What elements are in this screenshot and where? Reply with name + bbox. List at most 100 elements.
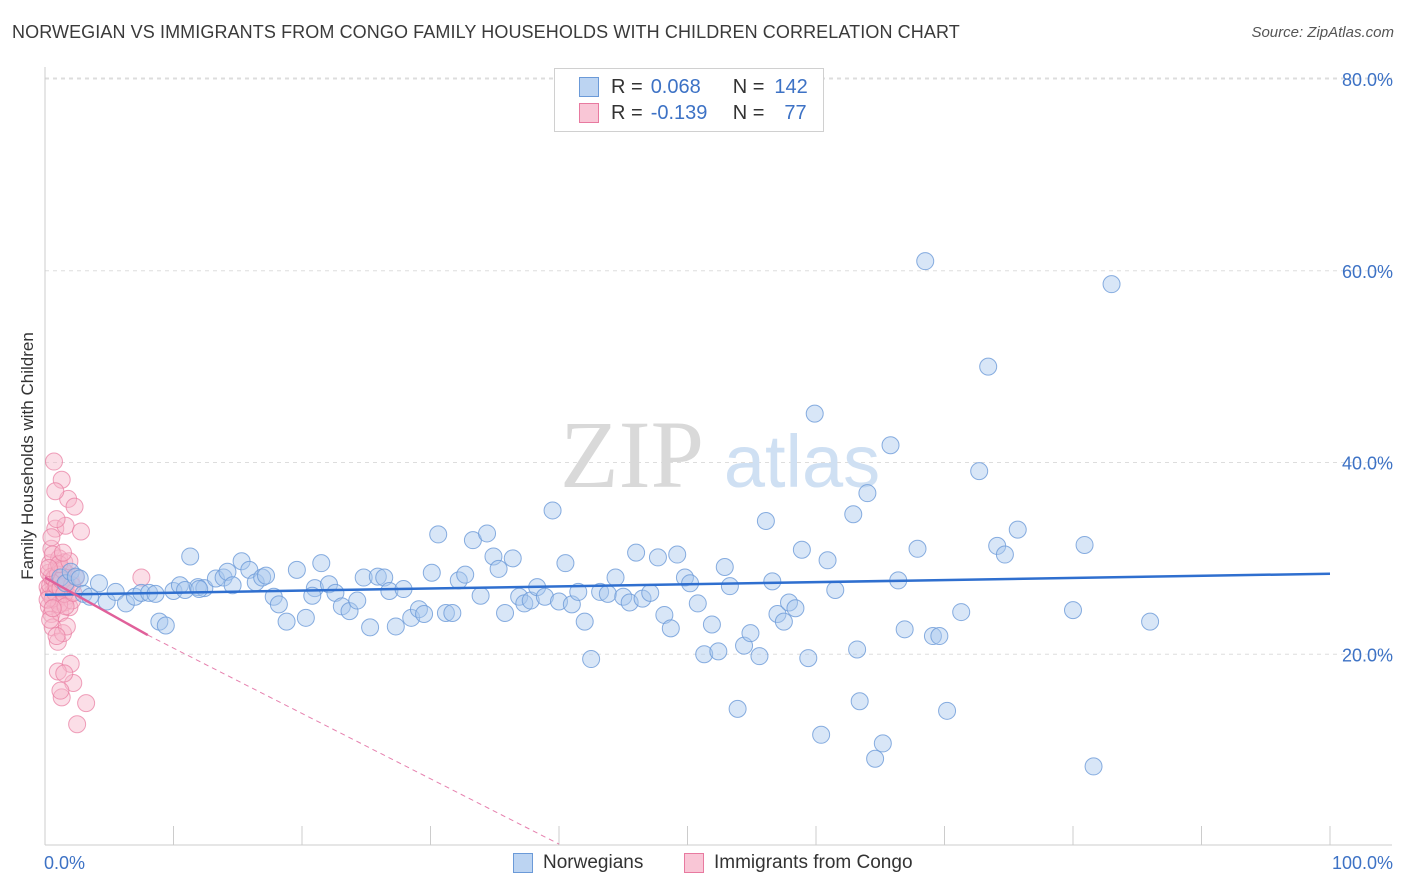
congo-point bbox=[42, 528, 61, 547]
congo-point bbox=[47, 627, 66, 646]
legend-row-norwegians: R = 0.068 N = 142 bbox=[579, 75, 808, 99]
norwegian-point bbox=[741, 624, 760, 643]
norwegian-point bbox=[348, 591, 367, 610]
norwegian-point bbox=[930, 627, 949, 646]
norwegian-point bbox=[269, 595, 288, 614]
norwegian-point bbox=[443, 604, 462, 623]
tick-labels: 20.0% 40.0% 60.0% 80.0% 0.0% 100.0% bbox=[44, 70, 1393, 873]
norwegian-point bbox=[340, 602, 359, 621]
norwegian-point bbox=[503, 549, 522, 568]
congo-trend-line bbox=[44, 576, 149, 637]
series-swatch-pink bbox=[684, 853, 704, 873]
congo-point bbox=[77, 694, 96, 713]
legend-swatch-blue bbox=[579, 77, 599, 97]
norwegian-point bbox=[386, 617, 405, 636]
norwegian-point bbox=[456, 565, 475, 584]
norwegian-point bbox=[598, 584, 617, 603]
norwegian-point bbox=[556, 554, 575, 573]
norwegian-point bbox=[702, 615, 721, 634]
congo-point bbox=[42, 604, 61, 623]
norwegian-point bbox=[709, 642, 728, 661]
norwegian-point bbox=[728, 699, 747, 718]
watermark-zip: ZIP bbox=[560, 401, 704, 508]
norwegian-point bbox=[799, 649, 818, 668]
legend-r-value: 0.068 bbox=[650, 75, 701, 98]
norwegian-point bbox=[415, 604, 434, 623]
norwegian-point bbox=[848, 640, 867, 659]
norwegian-point bbox=[1141, 612, 1160, 631]
congo-point bbox=[65, 497, 84, 516]
x-tick-label: 100.0% bbox=[1332, 853, 1393, 873]
series-legend-norwegians[interactable]: Norwegians bbox=[513, 852, 643, 874]
congo-point bbox=[39, 558, 58, 577]
congo-point bbox=[46, 519, 65, 538]
norwegian-point bbox=[688, 594, 707, 613]
norwegian-point bbox=[206, 569, 225, 588]
norwegian-point bbox=[535, 587, 554, 606]
norwegian-point bbox=[582, 650, 601, 669]
norwegian-point bbox=[750, 647, 769, 666]
norwegian-trend-line bbox=[44, 572, 1331, 597]
norwegian-point bbox=[257, 566, 276, 585]
chart-title: NORWEGIAN VS IMMIGRANTS FROM CONGO FAMIL… bbox=[12, 22, 960, 42]
norwegian-point bbox=[61, 562, 80, 581]
norwegian-point bbox=[606, 568, 625, 587]
norwegian-point bbox=[287, 560, 306, 579]
congo-trend-extension bbox=[147, 634, 560, 845]
source-label: Source: ZipAtlas.com bbox=[1251, 24, 1394, 41]
norwegian-point bbox=[296, 608, 315, 627]
norwegian-point bbox=[641, 583, 660, 602]
watermark-atlas: atlas bbox=[724, 420, 880, 503]
norwegian-point bbox=[106, 582, 125, 601]
series-legend-congo[interactable]: Immigrants from Congo bbox=[684, 852, 913, 874]
norwegian-point bbox=[774, 612, 793, 631]
y-tick-label: 40.0% bbox=[1342, 454, 1393, 474]
norwegian-point bbox=[792, 540, 811, 559]
congo-point bbox=[51, 681, 70, 700]
norwegian-point bbox=[695, 645, 714, 664]
norwegian-point bbox=[1064, 601, 1082, 620]
norwegian-point bbox=[569, 582, 588, 601]
watermark: ZIP atlas bbox=[560, 401, 880, 508]
norwegian-point bbox=[354, 568, 373, 587]
norwegian-point bbox=[471, 586, 490, 605]
trend-layer bbox=[44, 572, 1331, 845]
norwegian-point bbox=[429, 525, 448, 544]
norwegian-point bbox=[923, 627, 942, 646]
x-tick-label: 0.0% bbox=[44, 853, 85, 873]
norwegian-point bbox=[496, 604, 515, 623]
congo-point bbox=[53, 543, 72, 562]
legend-n-label: N = bbox=[732, 101, 765, 124]
legend-n-value: 77 bbox=[784, 101, 807, 124]
norwegian-point bbox=[70, 569, 89, 588]
norwegian-point bbox=[850, 692, 869, 711]
legend-swatch-pink bbox=[579, 103, 599, 123]
congo-point bbox=[52, 688, 71, 707]
norwegian-point bbox=[995, 545, 1014, 564]
norwegian-point bbox=[627, 543, 646, 562]
correlation-legend: R = 0.068 N = 142 R = -0.139 N = 77 bbox=[554, 68, 824, 132]
congo-point bbox=[43, 599, 62, 618]
norwegian-point bbox=[768, 604, 787, 623]
norwegian-point bbox=[575, 612, 594, 631]
norwegian-point bbox=[952, 603, 971, 622]
series-swatch-blue bbox=[513, 853, 533, 873]
congo-point bbox=[68, 715, 87, 734]
legend-row-congo: R = -0.139 N = 77 bbox=[579, 101, 807, 125]
norwegian-point bbox=[715, 558, 734, 577]
legend-r-label: R = bbox=[611, 75, 643, 98]
norwegian-point bbox=[591, 582, 610, 601]
norwegian-point bbox=[361, 618, 380, 637]
norwegian-point bbox=[409, 600, 428, 619]
norwegian-point bbox=[895, 620, 914, 639]
norwegian-point bbox=[156, 616, 175, 635]
norwegian-point bbox=[908, 539, 927, 558]
norwegian-point bbox=[763, 572, 782, 591]
series-legend-label: Norwegians bbox=[543, 852, 644, 873]
norwegian-point bbox=[312, 554, 331, 573]
legend-n-value: 142 bbox=[774, 75, 808, 98]
norwegian-point bbox=[826, 581, 845, 600]
congo-point bbox=[48, 632, 67, 651]
congo-point bbox=[132, 568, 151, 587]
